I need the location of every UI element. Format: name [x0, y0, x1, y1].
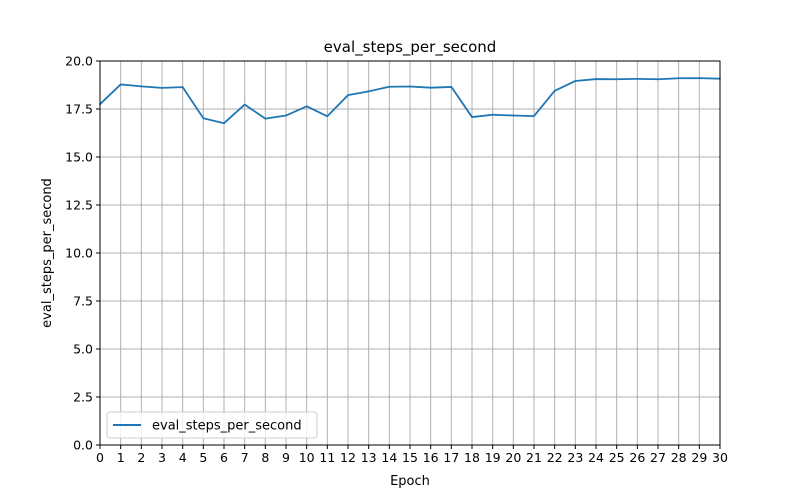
data-point [326, 115, 329, 118]
x-tick-label: 20 [505, 450, 521, 465]
data-point [264, 117, 267, 120]
data-point [677, 77, 680, 80]
data-point [698, 77, 701, 79]
y-tick-label: 7.5 [73, 294, 93, 309]
data-point [471, 116, 473, 118]
x-tick-label: 9 [282, 450, 290, 465]
data-point [181, 86, 184, 88]
x-tick-label: 17 [443, 450, 459, 465]
data-point [409, 85, 411, 88]
x-tick-label: 14 [381, 450, 397, 465]
series-layer [99, 77, 721, 125]
y-tick-label: 15.0 [65, 150, 93, 165]
data-point [636, 78, 639, 80]
x-tick-label: 22 [547, 450, 563, 465]
x-tick-label: 19 [485, 450, 501, 465]
x-tick-label: 0 [96, 450, 104, 465]
x-tick-label: 10 [299, 450, 315, 465]
data-point [367, 90, 370, 93]
y-tick-label: 10.0 [65, 246, 93, 261]
x-tick-label: 13 [361, 450, 377, 465]
chart-title: eval_steps_per_second [324, 38, 497, 57]
x-axis-title: Epoch [390, 474, 430, 489]
x-tick-label: 26 [629, 450, 645, 465]
y-axis-title: eval_steps_per_second [40, 178, 55, 328]
y-tick-label: 12.5 [65, 198, 93, 213]
data-point [388, 85, 391, 88]
legend-label: eval_steps_per_second [152, 419, 302, 434]
x-tick-label: 30 [712, 450, 728, 465]
legend-box [106, 411, 318, 439]
data-point [202, 117, 205, 120]
data-point [533, 115, 535, 117]
x-tick-label: 7 [241, 450, 249, 465]
data-point [574, 80, 577, 82]
y-tick-label: 17.5 [65, 102, 93, 117]
data-point [553, 89, 556, 92]
y-axis-ticks: 0.0 2.5 5.0 7.5 10.0 12.5 15.0 17.5 20.0 [65, 54, 100, 453]
x-tick-label: 4 [179, 450, 187, 465]
x-tick-label: 8 [261, 450, 269, 465]
data-point [305, 105, 308, 108]
x-tick-label: 25 [609, 450, 625, 465]
y-tick-label: 2.5 [73, 390, 93, 405]
x-tick-label: 24 [588, 450, 604, 465]
y-tick-label: 0.0 [73, 438, 93, 453]
grid [99, 60, 721, 446]
x-tick-label: 15 [402, 450, 418, 465]
y-tick-label: 5.0 [73, 342, 93, 357]
legend: eval_steps_per_second [106, 411, 318, 439]
data-point [450, 86, 453, 88]
data-point [243, 103, 246, 106]
x-tick-label: 12 [340, 450, 356, 465]
data-point [491, 113, 494, 116]
x-tick-label: 23 [567, 450, 583, 465]
data-point [595, 78, 597, 80]
x-tick-label: 11 [319, 450, 335, 465]
x-tick-label: 5 [199, 450, 207, 465]
x-tick-label: 1 [117, 450, 125, 465]
data-point [512, 114, 515, 117]
data-point [161, 87, 163, 89]
x-tick-label: 18 [464, 450, 480, 465]
data-point [615, 78, 618, 81]
data-point [119, 83, 122, 86]
x-axis-ticks: 0 1 2 3 4 5 6 7 8 9 10 11 12 13 14 15 16 17 18 19 20 21 22 23 24… [96, 445, 728, 465]
x-tick-label: 6 [220, 450, 228, 465]
x-tick-label: 16 [423, 450, 439, 465]
x-tick-label: 29 [691, 450, 707, 465]
data-point [140, 85, 143, 88]
data-point [347, 94, 349, 96]
data-point [285, 114, 287, 117]
x-tick-label: 21 [526, 450, 542, 465]
y-tick-label: 20.0 [65, 54, 93, 69]
x-tick-label: 3 [158, 450, 166, 465]
data-point [657, 78, 659, 81]
data-point [223, 122, 225, 125]
x-tick-label: 27 [650, 450, 666, 465]
data-point [429, 86, 432, 89]
x-tick-label: 28 [671, 450, 687, 465]
x-tick-label: 2 [137, 450, 145, 465]
